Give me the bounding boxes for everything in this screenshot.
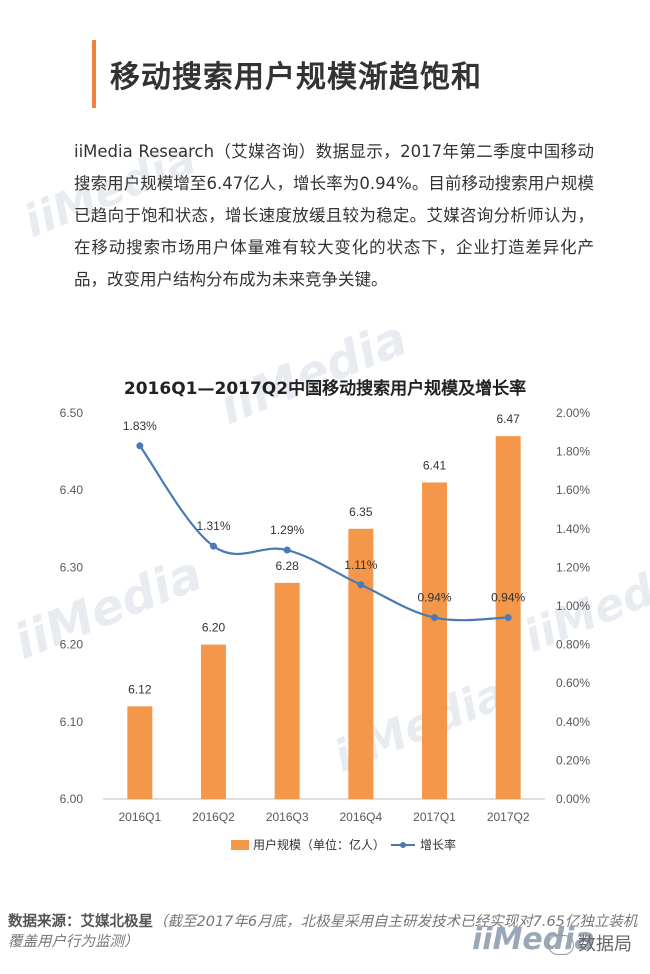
legend-line-label: 增长率 bbox=[420, 837, 456, 852]
wechat-icon bbox=[548, 935, 574, 955]
growth-rate-point bbox=[357, 581, 365, 589]
bar-value-label: 6.41 bbox=[423, 458, 447, 472]
growth-rate-label: 0.94% bbox=[417, 591, 451, 605]
y-left-tick-label: 6.20 bbox=[60, 638, 84, 652]
x-tick-label: 2017Q1 bbox=[413, 810, 456, 824]
x-tick-label: 2016Q3 bbox=[266, 810, 309, 824]
y-right-tick-label: 0.80% bbox=[556, 638, 590, 652]
source-label: 数据来源：艾媒北极星 bbox=[8, 914, 153, 930]
iimedia-logo: iiMedia bbox=[472, 922, 595, 957]
x-tick-label: 2016Q2 bbox=[192, 810, 235, 824]
chart-title: 2016Q1—2017Q2中国移动搜索用户规模及增长率 bbox=[123, 379, 527, 399]
combo-chart: 6.00 6.10 6.20 6.30 6.40 6.50 0.00% 0.20% 0.40% 0… bbox=[60, 406, 591, 852]
y-right-tick-label: 0.60% bbox=[556, 676, 590, 690]
bar bbox=[201, 644, 226, 799]
y-right-tick-label: 2.00% bbox=[556, 406, 590, 420]
growth-rate-point bbox=[283, 546, 291, 554]
y-left-tick-label: 6.40 bbox=[60, 483, 84, 497]
x-tick-label: 2016Q1 bbox=[118, 810, 161, 824]
growth-rate-line bbox=[138, 445, 509, 622]
wechat-name: 数据局 bbox=[578, 934, 632, 955]
growth-rate-point bbox=[136, 442, 144, 450]
page-title: 移动搜索用户规模渐趋饱和 bbox=[110, 60, 482, 95]
wechat-account: 数据局 bbox=[548, 930, 632, 956]
y-right-tick-label: 1.40% bbox=[556, 522, 590, 536]
bar bbox=[348, 528, 374, 799]
growth-rate-point bbox=[431, 614, 438, 622]
growth-rate-label: 0.94% bbox=[491, 591, 525, 605]
bar-value-label: 6.47 bbox=[496, 412, 520, 426]
bar-value-label: 6.28 bbox=[275, 559, 299, 573]
y-right-tick-label: 0.00% bbox=[556, 792, 590, 806]
growth-rate-label: 1.11% bbox=[344, 558, 377, 572]
source-note: 数据来源：艾媒北极星（截至2017年6月底，北极星采用自主研发技术已经实现对7.… bbox=[8, 912, 650, 952]
bar-value-label: 6.12 bbox=[128, 682, 152, 696]
bar bbox=[422, 482, 447, 799]
y-left-tick-label: 6.10 bbox=[60, 715, 84, 729]
title-accent-bar bbox=[92, 40, 96, 108]
y-right-tick-label: 0.40% bbox=[556, 715, 590, 729]
legend-line-marker bbox=[400, 842, 406, 848]
growth-rate-point bbox=[504, 614, 512, 622]
y-right-tick-label: 1.00% bbox=[556, 599, 590, 613]
bar bbox=[274, 582, 300, 799]
bar bbox=[127, 706, 153, 799]
bar-value-label: 6.20 bbox=[202, 621, 226, 635]
x-tick-label: 2016Q4 bbox=[339, 810, 382, 824]
y-left-tick-label: 6.30 bbox=[60, 560, 84, 574]
bar-value-label: 6.35 bbox=[349, 505, 373, 519]
y-right-tick-label: 1.60% bbox=[556, 483, 590, 497]
legend-bar-swatch bbox=[231, 840, 249, 850]
y-left-tick-label: 6.50 bbox=[60, 406, 84, 420]
source-detail: （截至2017年6月底，北极星采用自主研发技术已经实现对7.65亿独立装机覆盖用… bbox=[8, 914, 638, 950]
y-right-tick-label: 1.20% bbox=[556, 560, 590, 574]
growth-rate-label: 1.83% bbox=[123, 419, 157, 433]
y-left-tick-label: 6.00 bbox=[60, 792, 84, 806]
legend-bar-label: 用户规模（单位：亿人） bbox=[253, 837, 385, 852]
growth-rate-label: 1.29% bbox=[270, 523, 304, 537]
intro-paragraph: iiMedia Research（艾媒咨询）数据显示，2017年第二季度中国移动… bbox=[74, 142, 594, 289]
x-tick-label: 2017Q2 bbox=[487, 810, 530, 824]
growth-rate-point bbox=[210, 542, 217, 550]
y-right-tick-label: 1.80% bbox=[556, 445, 590, 459]
y-right-tick-label: 0.20% bbox=[556, 753, 590, 767]
growth-rate-label: 1.31% bbox=[196, 519, 230, 533]
